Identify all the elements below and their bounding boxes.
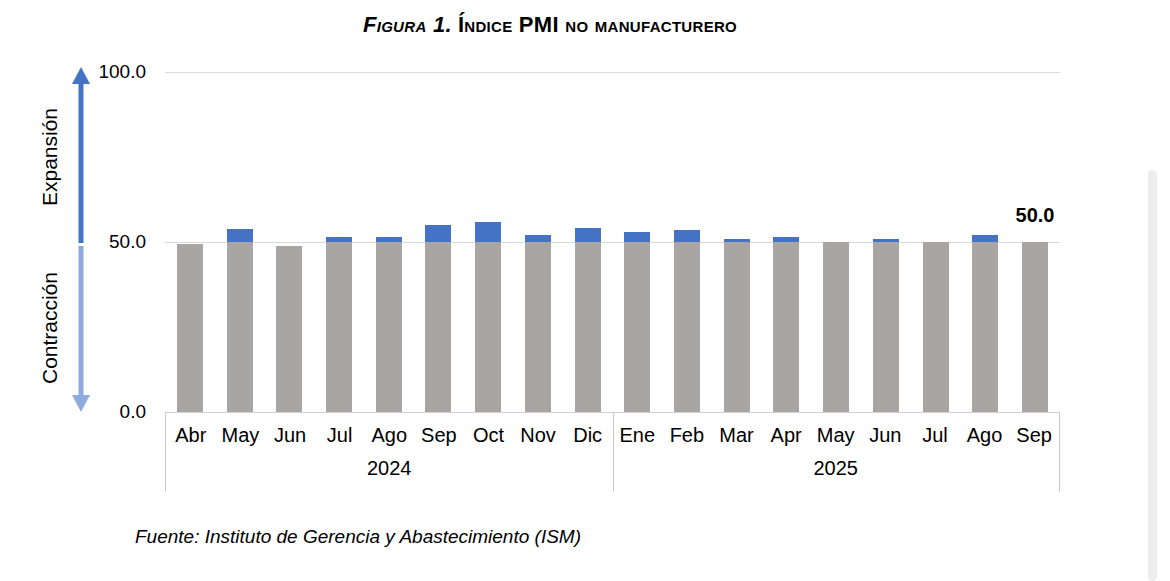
- source-note: Fuente: Instituto de Gerencia y Abasteci…: [135, 526, 581, 548]
- bar-slot-ago-16: [961, 72, 1011, 412]
- bar-segment-base: [773, 242, 799, 412]
- x-tick-month-6: Oct: [464, 424, 514, 447]
- bar-segment-base: [475, 242, 501, 412]
- last-value-label: 50.0: [1003, 204, 1067, 227]
- bar-segment-base: [823, 242, 849, 412]
- bar-slot-may-13: [811, 72, 861, 412]
- bar-slot-jul-15: [911, 72, 961, 412]
- figure-title-text: Índice PMI no manufacturero: [458, 12, 737, 37]
- bar-segment-expansion: [425, 225, 451, 242]
- bar-slot-feb-10: [662, 72, 712, 412]
- bar-segment-base: [177, 244, 203, 412]
- y-tick-0: 0.0: [84, 402, 146, 422]
- year-divider: [613, 413, 614, 492]
- x-tick-month-12: Apr: [761, 424, 811, 447]
- x-tick-month-5: Sep: [414, 424, 464, 447]
- contraction-arrow-icon: [70, 246, 92, 413]
- bar-segment-base: [724, 242, 750, 412]
- bar-slot-sep-5: [414, 72, 464, 412]
- y-tick-100: 100.0: [84, 62, 146, 82]
- bar-slot-jun-14: [861, 72, 911, 412]
- bar-slot-ene-9: [612, 72, 662, 412]
- bar-series: [165, 72, 1060, 412]
- bar-segment-base: [674, 242, 700, 412]
- chart-title: Figura 1.Índice PMI no manufacturero: [0, 12, 1100, 38]
- x-tick-month-13: May: [811, 424, 861, 447]
- bar-slot-may-1: [215, 72, 265, 412]
- bar-segment-base: [525, 242, 551, 412]
- x-tick-month-14: Jun: [861, 424, 911, 447]
- x-year-label-2024: 2024: [166, 457, 613, 480]
- expansion-axis-label: Expansión: [39, 87, 61, 227]
- x-axis: AbrMayJunJulAgoSepOctNovDicEneFebMarAprM…: [165, 412, 1060, 492]
- x-tick-month-10: Feb: [662, 424, 712, 447]
- contraction-axis-label: Contracción: [39, 248, 61, 408]
- bar-segment-expansion: [227, 229, 253, 242]
- bar-segment-expansion: [674, 230, 700, 242]
- bar-segment-base: [873, 242, 899, 412]
- bar-slot-dic-8: [563, 72, 613, 412]
- bar-slot-oct-6: [463, 72, 513, 412]
- x-tick-month-3: Jul: [315, 424, 365, 447]
- y-tick-50: 50.0: [84, 232, 146, 252]
- bar-segment-base: [624, 242, 650, 412]
- bar-slot-jul-3: [314, 72, 364, 412]
- bar-segment-expansion: [525, 235, 551, 242]
- x-tick-month-11: Mar: [712, 424, 762, 447]
- x-tick-month-4: Ago: [364, 424, 414, 447]
- x-tick-month-7: Nov: [513, 424, 563, 447]
- figure-number-label: Figura 1.: [363, 12, 452, 37]
- scrollbar-thumb[interactable]: [1148, 170, 1157, 581]
- bar-segment-expansion: [475, 222, 501, 242]
- bar-segment-base: [923, 242, 949, 412]
- bar-slot-apr-12: [762, 72, 812, 412]
- bar-segment-expansion: [575, 228, 601, 242]
- bar-segment-base: [276, 246, 302, 412]
- pmi-figure-page: Figura 1.Índice PMI no manufacturero 100…: [0, 0, 1170, 581]
- bar-segment-base: [227, 242, 253, 412]
- bar-segment-expansion: [624, 232, 650, 242]
- bar-segment-base: [972, 242, 998, 412]
- plot-area: [165, 72, 1060, 412]
- bar-segment-base: [1022, 242, 1048, 412]
- bar-segment-expansion: [972, 235, 998, 242]
- x-year-label-2025: 2025: [613, 457, 1060, 480]
- x-tick-month-15: Jul: [910, 424, 960, 447]
- expansion-arrow-icon: [70, 67, 92, 244]
- bar-segment-base: [425, 242, 451, 412]
- bar-slot-sep-17: [1010, 72, 1060, 412]
- bar-segment-base: [326, 242, 352, 412]
- x-tick-month-17: Sep: [1009, 424, 1059, 447]
- bar-slot-mar-11: [712, 72, 762, 412]
- x-tick-month-2: Jun: [265, 424, 315, 447]
- bar-slot-ago-4: [364, 72, 414, 412]
- x-tick-month-0: Abr: [166, 424, 216, 447]
- x-tick-month-8: Dic: [563, 424, 613, 447]
- bar-segment-base: [575, 242, 601, 412]
- bar-slot-abr-0: [165, 72, 215, 412]
- bar-slot-nov-7: [513, 72, 563, 412]
- bar-segment-base: [376, 242, 402, 412]
- bar-slot-jun-2: [264, 72, 314, 412]
- x-tick-month-16: Ago: [960, 424, 1010, 447]
- x-tick-month-1: May: [216, 424, 266, 447]
- x-tick-month-9: Ene: [612, 424, 662, 447]
